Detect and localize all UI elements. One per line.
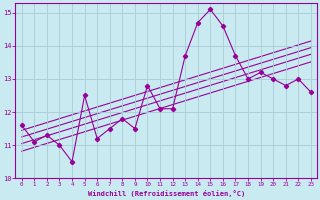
X-axis label: Windchill (Refroidissement éolien,°C): Windchill (Refroidissement éolien,°C): [88, 190, 245, 197]
